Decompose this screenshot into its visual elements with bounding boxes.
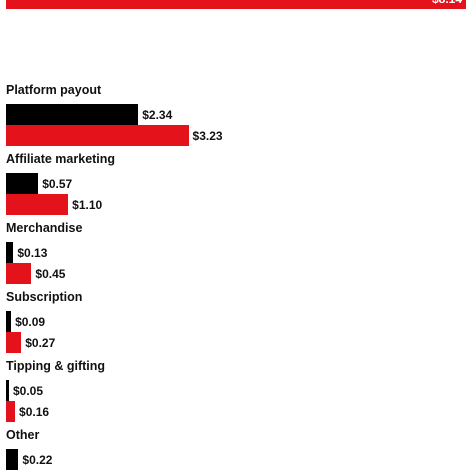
data-label: $0.45 — [35, 266, 66, 281]
data-label: $2.34 — [142, 107, 173, 122]
bar-red — [6, 332, 22, 353]
category-label: Affiliate marketing — [6, 152, 116, 166]
bar-black — [6, 104, 139, 125]
data-label: $0.57 — [42, 176, 73, 191]
data-label: $0.05 — [13, 383, 44, 398]
bar-red — [6, 194, 69, 215]
bar-black — [6, 311, 12, 332]
data-label: $8.14 — [432, 0, 462, 6]
data-label: $0.16 — [19, 404, 50, 419]
category-label: Subscription — [6, 290, 83, 304]
category-label: Tipping & gifting — [6, 359, 106, 373]
data-label: $0.13 — [17, 245, 48, 260]
bar-chart: $8.14 Platform payout $2.34 $3.23 Affiliate … — [6, 0, 466, 470]
bar-red — [6, 125, 189, 146]
bar-black — [6, 380, 9, 401]
bar-black — [6, 242, 14, 263]
data-label: $0.09 — [15, 314, 46, 329]
category-label: Platform payout — [6, 83, 102, 97]
data-label: $1.10 — [72, 197, 103, 212]
category-label: Merchandise — [6, 221, 83, 235]
category-label: Other — [6, 428, 40, 442]
data-label: $3.23 — [192, 128, 223, 143]
bar-red — [6, 401, 16, 422]
data-label: $0.27 — [25, 335, 56, 350]
bar-red — [6, 0, 466, 9]
bar-black — [6, 173, 39, 194]
bar-black — [6, 449, 19, 470]
bar-red — [6, 263, 32, 284]
data-label: $0.22 — [22, 452, 53, 467]
